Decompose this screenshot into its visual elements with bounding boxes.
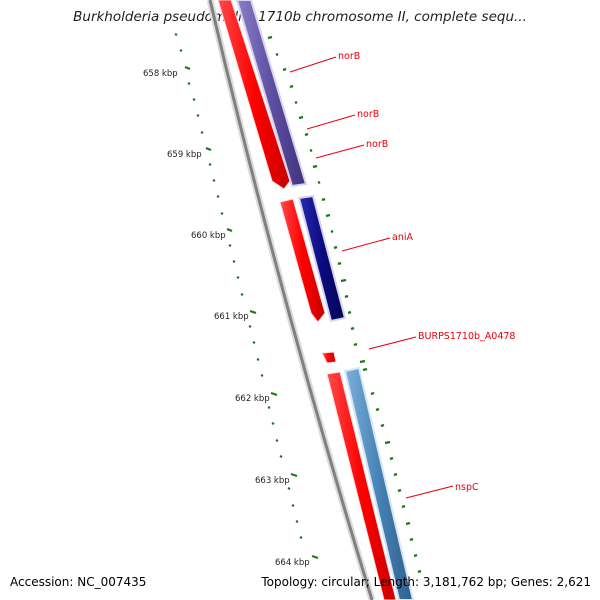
kbp-ruler-labels: 658 kbp 659 kbp 660 kbp 661 kbp 662 kbp … <box>143 69 310 568</box>
cds-feature-ania[interactable] <box>279 198 326 323</box>
cds-track <box>217 0 397 600</box>
gene-label-burps1710b-a0478[interactable]: BURPS1710b_A0478 <box>418 331 515 342</box>
kbp-ruler <box>174 33 319 560</box>
cds-feature-burps[interactable] <box>321 351 337 364</box>
gene-label-nspc[interactable]: nspC <box>455 482 479 493</box>
backbone-line-core <box>208 0 374 600</box>
gene-feature-nspc[interactable] <box>343 366 415 600</box>
gene-label-norb[interactable]: norB <box>366 139 388 150</box>
ruler-label: 661 kbp <box>214 312 249 322</box>
callout-line <box>368 336 417 350</box>
callout-line <box>306 114 356 130</box>
ruler-label: 662 kbp <box>235 394 270 404</box>
map-title: Burkholderia pseudomallei 1710b chromoso… <box>73 9 527 25</box>
gene-feature-ania[interactable] <box>297 194 347 323</box>
ruler-label: 658 kbp <box>143 69 178 79</box>
gene-callouts: norB norB norB aniA BURPS1710b_A0478 nsp… <box>289 51 515 499</box>
ruler-label: 660 kbp <box>191 231 226 241</box>
sequence-summary: Topology: circular; Length: 3,181,762 bp… <box>261 575 591 589</box>
gene-label-ania[interactable]: aniA <box>392 232 413 243</box>
gene-label-norb[interactable]: norB <box>357 109 379 120</box>
backbone-line <box>206 0 376 600</box>
callout-line <box>315 144 365 159</box>
cds-feature-nspc[interactable] <box>326 371 397 600</box>
ruler-label: 663 kbp <box>255 476 290 486</box>
ruler-label: 664 kbp <box>275 558 310 568</box>
outer-ruler <box>267 35 422 574</box>
callout-line <box>405 485 454 499</box>
accession-text: Accession: NC_007435 <box>10 575 147 589</box>
cds-feature-norb[interactable] <box>217 0 291 190</box>
gene-label-norb[interactable]: norB <box>338 51 360 62</box>
ruler-label: 659 kbp <box>167 150 202 160</box>
gene-feature-norb[interactable] <box>235 0 308 188</box>
callout-line <box>289 56 337 73</box>
gene-track <box>235 0 415 600</box>
callout-line <box>341 237 391 252</box>
